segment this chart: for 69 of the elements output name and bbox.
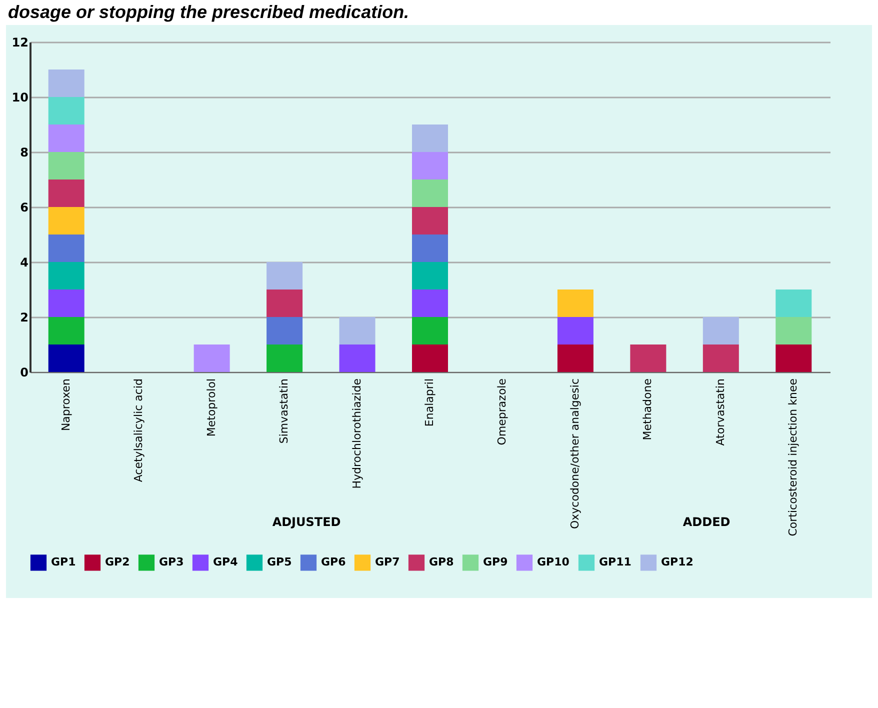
bar <box>339 317 376 344</box>
bar <box>412 317 448 344</box>
bar <box>557 344 594 372</box>
bar <box>630 344 666 372</box>
x-tick-label: Omeprazole <box>496 378 509 446</box>
x-tick-label: Corticosteroid injection knee <box>786 378 800 536</box>
legend-label: GP11 <box>599 556 632 569</box>
bar <box>776 290 812 317</box>
bar <box>266 344 303 372</box>
x-tick-label: Oxycodone/other analgesic <box>568 378 582 530</box>
bar <box>48 152 84 180</box>
bar <box>194 344 230 372</box>
bar <box>412 152 448 180</box>
legend-label: GP10 <box>537 556 570 569</box>
x-tick-label: Enalapril <box>423 378 436 427</box>
y-tick-label: 6 <box>20 200 28 214</box>
y-tick-label: 8 <box>20 146 28 160</box>
legend-label: GP5 <box>267 556 292 569</box>
bar <box>339 344 376 372</box>
bar <box>48 317 84 344</box>
bar <box>48 234 84 262</box>
bar <box>412 234 448 262</box>
bar <box>266 317 303 344</box>
bar <box>48 207 84 234</box>
legend-label: GP9 <box>483 556 508 569</box>
legend-label: GP2 <box>105 556 130 569</box>
bar <box>48 344 84 372</box>
legend-label: GP6 <box>321 556 346 569</box>
bar <box>557 317 594 344</box>
bar <box>557 290 594 317</box>
bar <box>48 262 84 290</box>
x-tick-label: Acetylsalicylic acid <box>132 378 146 482</box>
bar <box>412 180 448 207</box>
legend-label: GP12 <box>661 556 694 569</box>
bar <box>412 124 448 152</box>
bar <box>412 207 448 234</box>
text: ADJUSTED <box>271 515 342 529</box>
bar <box>48 124 84 152</box>
bar <box>266 290 303 317</box>
bar <box>702 344 739 372</box>
legend-label: GP8 <box>429 556 454 569</box>
y-tick-label: 4 <box>20 256 28 270</box>
bar <box>776 344 812 372</box>
legend-label: GP4 <box>213 556 238 569</box>
y-tick-label: 10 <box>12 90 28 104</box>
x-tick-label: Simvastatin <box>278 378 291 444</box>
bar <box>412 262 448 290</box>
bar <box>412 290 448 317</box>
legend-label: GP3 <box>159 556 184 569</box>
y-tick-label: 2 <box>20 310 28 324</box>
bar <box>412 344 448 372</box>
bar <box>48 180 84 207</box>
x-tick-label: Methadone <box>641 378 654 440</box>
legend-label: GP1 <box>51 556 76 569</box>
y-tick-label: 12 <box>12 36 28 50</box>
bar <box>776 317 812 344</box>
legend-label: GP7 <box>375 556 400 569</box>
bar <box>48 70 84 97</box>
x-tick-label: Hydrochlorothiazide <box>350 378 364 489</box>
bar <box>48 97 84 124</box>
x-tick-label: Metoprolol <box>204 378 218 437</box>
x-tick-label: Naproxen <box>59 378 72 432</box>
y-tick-label: 0 <box>20 366 28 380</box>
text: ADDED <box>682 515 730 529</box>
bar <box>266 262 303 290</box>
bar <box>702 317 739 344</box>
chart-title: dosage or stopping the prescribed medication. <box>7 1 410 24</box>
x-tick-label: Atorvastatin <box>714 378 727 446</box>
bar <box>48 290 84 317</box>
